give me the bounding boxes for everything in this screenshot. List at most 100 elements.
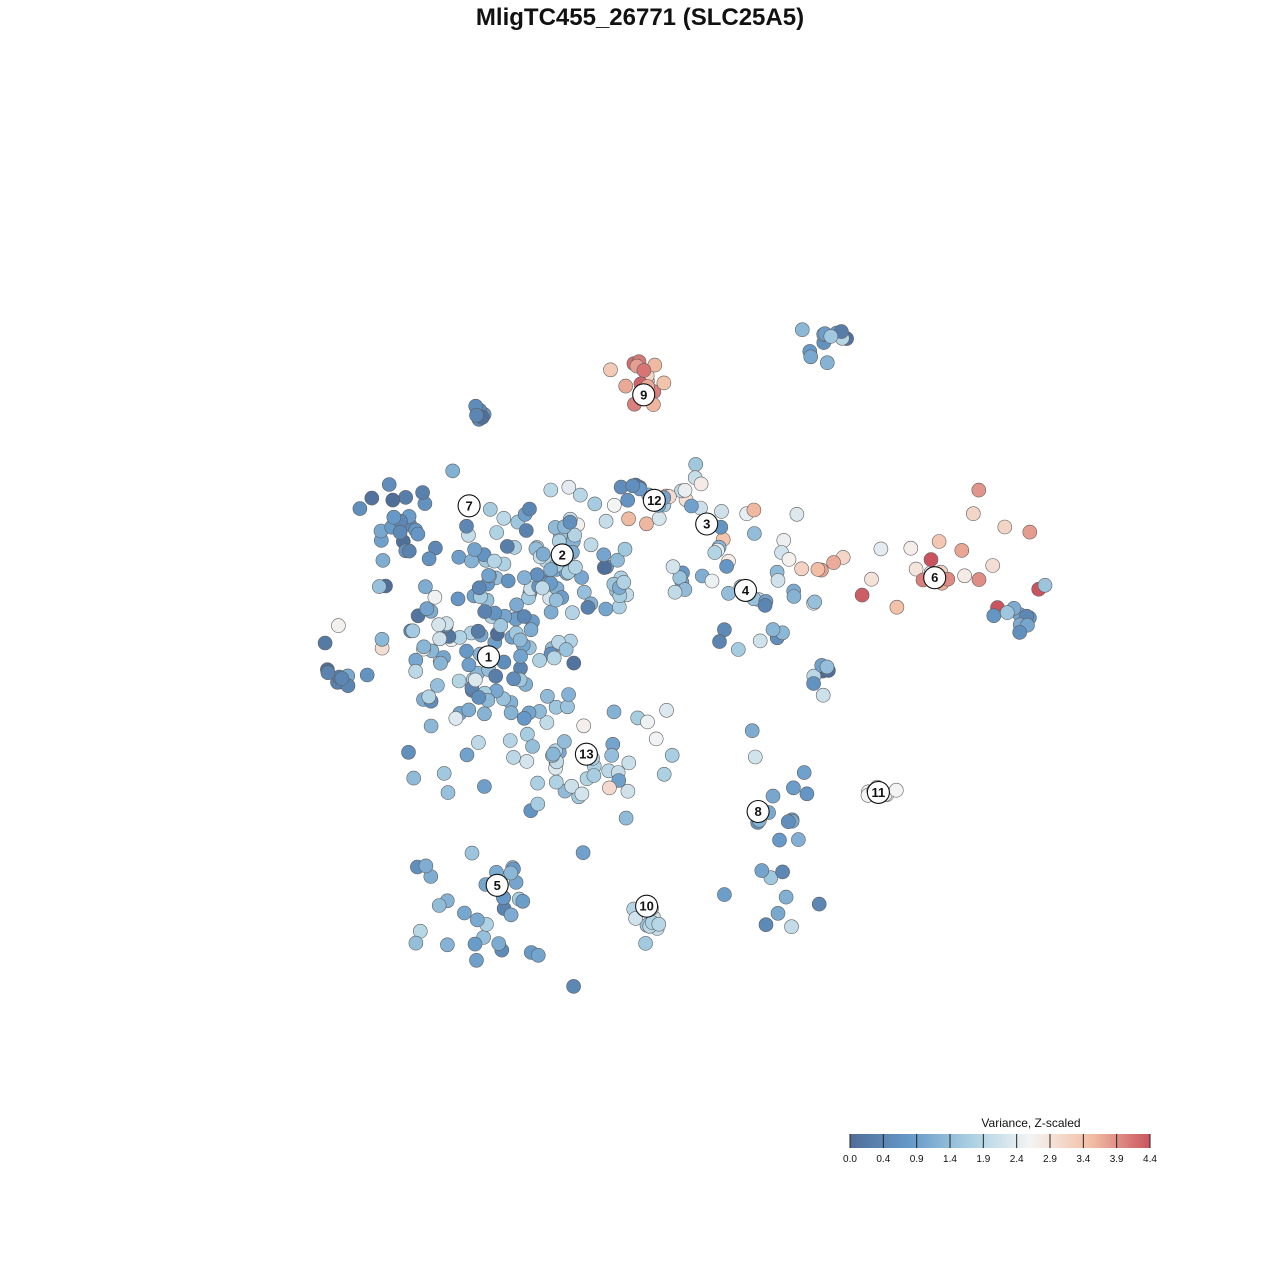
scatter-point	[561, 479, 577, 495]
scatter-point	[364, 490, 380, 506]
scatter-point	[518, 523, 534, 538]
scatter-point	[433, 655, 448, 671]
legend-tick-label: 3.4	[1076, 1154, 1090, 1165]
scatter-point	[532, 653, 547, 668]
cluster-label-text: 7	[465, 498, 472, 513]
cluster-label-text: 6	[931, 570, 938, 585]
scatter-point	[418, 858, 434, 874]
legend-tick-label: 0.0	[843, 1154, 857, 1165]
cluster-label-text: 12	[647, 493, 661, 508]
cluster-label-marker	[632, 383, 656, 407]
scatter-point	[436, 766, 452, 781]
scatter-point	[469, 912, 485, 928]
scatter-point	[638, 936, 653, 951]
scatter-point	[523, 622, 539, 638]
scatter-point	[418, 579, 433, 595]
scatter-point	[540, 688, 555, 704]
scatter-point	[543, 562, 559, 577]
scatter-point	[374, 631, 390, 647]
scatter-point	[789, 506, 805, 522]
cluster-label: 2	[550, 543, 574, 567]
scatter-point	[459, 643, 474, 659]
scatter-point	[684, 498, 699, 514]
scatter-point	[520, 726, 535, 742]
scatter-point	[517, 570, 532, 586]
legend-tick-label: 0.4	[876, 1154, 890, 1165]
scatter-point	[548, 774, 564, 790]
scatter-point	[744, 723, 760, 739]
scatter-point	[606, 704, 622, 720]
scatter-point	[791, 832, 806, 847]
scatter-point	[392, 524, 408, 540]
scatter-point	[1022, 524, 1038, 540]
legend-tick-label: 2.9	[1043, 1154, 1057, 1165]
scatter-point	[469, 952, 484, 968]
scatter-point	[491, 936, 507, 951]
scatter-point	[781, 552, 797, 567]
scatter-point	[331, 618, 346, 633]
scatter-point	[765, 788, 781, 804]
scatter-point	[477, 779, 492, 794]
scatter-point	[421, 689, 437, 705]
scatter-point	[519, 754, 535, 769]
scatter-point	[574, 786, 590, 802]
cluster-label-text: 2	[559, 547, 566, 562]
scatter-point	[656, 766, 672, 782]
scatter-point	[470, 623, 486, 639]
scatter-point	[823, 329, 839, 344]
scatter-point	[506, 671, 521, 687]
cluster-label-marker	[635, 894, 659, 918]
scatter-point	[576, 718, 592, 734]
scatter-point	[481, 568, 496, 583]
scatter-point	[957, 568, 972, 584]
scatter-point	[515, 893, 531, 909]
scatter-point	[598, 601, 614, 617]
scatter-point	[471, 580, 487, 596]
scatter-point	[819, 659, 835, 675]
scatter-point	[747, 749, 763, 765]
scatter-point	[575, 845, 591, 861]
scatter-point	[566, 655, 582, 671]
points-layer	[317, 322, 1053, 994]
scatter-point	[468, 672, 483, 688]
scatter-point	[794, 322, 810, 338]
scatter-point	[618, 378, 634, 394]
cluster-label-text: 1	[485, 649, 492, 664]
chart-title: MligTC455_26771 (SLC25A5)	[475, 4, 805, 31]
scatter-point	[659, 702, 674, 718]
scatter-point	[965, 506, 981, 522]
scatter-point	[401, 543, 417, 559]
scatter-point	[535, 546, 551, 562]
scatter-point	[401, 744, 416, 760]
cluster-label: 7	[457, 494, 481, 518]
scatter-point	[568, 559, 583, 575]
scatter-point	[405, 623, 421, 639]
scatter-point	[778, 889, 794, 905]
scatter-point	[471, 690, 487, 705]
scatter-point	[758, 917, 774, 933]
scatter-point	[784, 919, 799, 935]
scatter-point	[567, 527, 583, 543]
scatter-point	[757, 598, 773, 613]
scatter-point	[445, 463, 461, 479]
scatter-point	[385, 492, 401, 508]
cluster-label-marker	[457, 494, 481, 518]
scatter-point	[440, 937, 455, 953]
scatter-point	[448, 711, 464, 726]
scatter-point	[421, 551, 437, 567]
cluster-label: 11	[866, 780, 890, 804]
scatter-point	[908, 561, 924, 577]
scatter-point	[419, 601, 435, 617]
scatter-point	[566, 979, 581, 994]
scatter-point	[707, 545, 723, 560]
scatter-point	[375, 553, 391, 568]
scatter-point	[503, 705, 519, 721]
cluster-label: 6	[923, 566, 947, 590]
scatter-point	[625, 478, 641, 494]
scatter-point	[560, 699, 575, 715]
scatter-point	[754, 863, 770, 878]
scatter-point	[545, 746, 561, 762]
scatter-point	[986, 608, 1002, 624]
scatter-point	[776, 533, 792, 548]
